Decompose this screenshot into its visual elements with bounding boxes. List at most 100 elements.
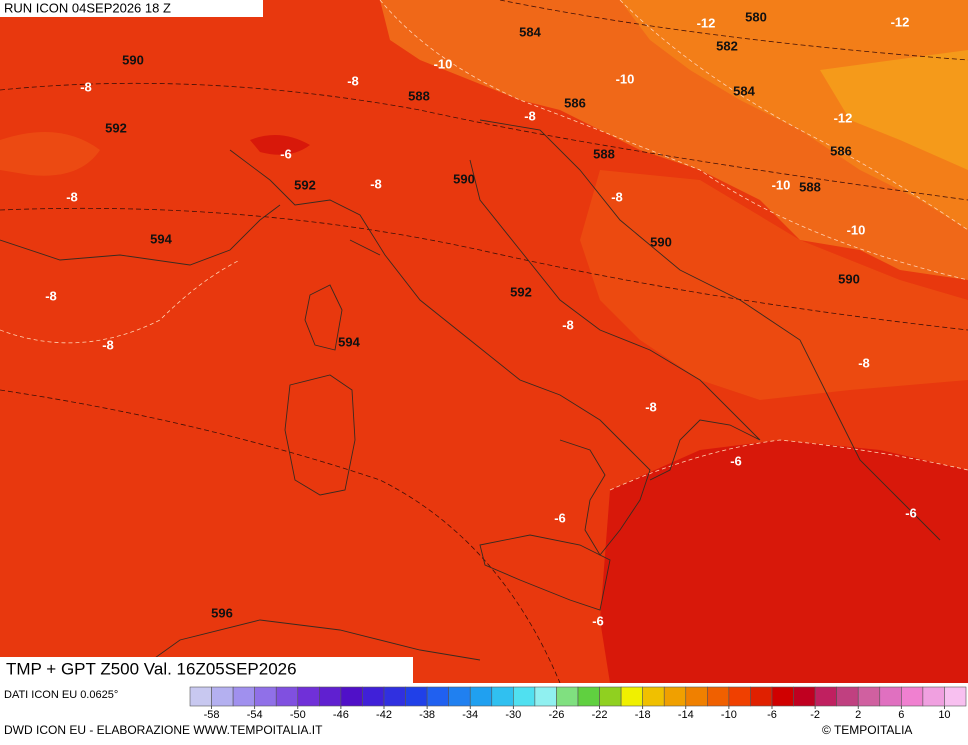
colorbar-swatch: [728, 686, 751, 707]
colorbar-tick-label: -10: [721, 709, 737, 721]
height-label: 586: [830, 143, 852, 158]
colorbar-swatch: [707, 686, 730, 707]
height-label: 592: [105, 120, 127, 135]
colorbar-swatch: [857, 686, 881, 707]
colorbar-swatch: [599, 686, 622, 707]
height-label: 584: [519, 24, 541, 39]
height-label: 592: [510, 284, 532, 299]
colorbar-tick-label: -30: [505, 709, 521, 721]
colorbar-swatch: [254, 686, 277, 707]
colorbar-tick-label: -58: [204, 709, 220, 721]
temperature-label: -6: [905, 505, 917, 520]
colorbar-swatch: [685, 686, 708, 707]
colorbar-swatch: [922, 686, 945, 707]
colorbar-tick-label: 10: [938, 709, 950, 721]
colorbar-swatch: [383, 686, 406, 707]
colorbar-swatch: [362, 686, 385, 707]
height-label: 590: [650, 234, 672, 249]
header-box: [0, 0, 263, 17]
colorbar-swatch: [663, 686, 687, 707]
colorbar-swatch: [944, 686, 967, 707]
temperature-label: -8: [66, 189, 78, 204]
colorbar-swatch: [642, 686, 665, 707]
colorbar-swatch: [556, 686, 579, 707]
colorbar-tick-label: -42: [376, 709, 392, 721]
temperature-label: -6: [280, 146, 292, 161]
colorbar-tick-label: -2: [810, 709, 820, 721]
temperature-label: -12: [834, 110, 853, 125]
colorbar-swatch: [750, 686, 773, 707]
colorbar-swatch: [513, 686, 536, 707]
colorbar-swatch: [189, 686, 212, 707]
height-label: 588: [408, 88, 430, 103]
colorbar-swatch: [620, 686, 643, 707]
height-label: 596: [211, 605, 233, 620]
height-label: 586: [564, 95, 586, 110]
colorbar-tick-label: -22: [592, 709, 608, 721]
map-background: [0, 0, 968, 684]
colorbar-tick-label: -46: [333, 709, 349, 721]
colorbar-swatch: [275, 686, 299, 707]
colorbar-swatch: [405, 686, 428, 707]
height-label: 588: [593, 146, 615, 161]
colorbar-swatch: [340, 686, 363, 707]
temperature-label: -10: [434, 56, 453, 71]
coastlines: [0, 119, 941, 684]
temperature-label: -10: [772, 177, 791, 192]
colorbar-swatch: [793, 686, 816, 707]
colorbar-swatch: [491, 686, 514, 707]
temperature-label: -8: [80, 79, 92, 94]
height-label: 580: [745, 9, 767, 24]
height-label: 592: [294, 177, 316, 192]
temperature-label: -8: [370, 176, 382, 191]
height-label: 590: [453, 171, 475, 186]
colorbar-tick-label: -38: [419, 709, 435, 721]
temperature-label: -8: [645, 399, 657, 414]
temperature-label: -8: [347, 73, 359, 88]
colorbar-swatch: [534, 686, 557, 707]
legend-title: TMP + GPT Z500 Val. 16Z05SEP2026: [6, 659, 297, 678]
colorbar-tick-label: -54: [247, 709, 263, 721]
colorbar-tick-label: -50: [290, 709, 306, 721]
colorbar-swatch: [469, 686, 493, 707]
legend-title-box: [0, 657, 413, 683]
colorbar-tick-label: -14: [678, 709, 694, 721]
temperature-label: -12: [697, 15, 716, 30]
run-title: RUN ICON 04SEP2026 18 Z: [4, 0, 171, 15]
colorbar-swatch: [426, 686, 449, 707]
height-label: 594: [150, 231, 172, 246]
colorbar-tick-label: 2: [855, 709, 861, 721]
temperature-label: -6: [730, 453, 742, 468]
colorbar-tick-label: -34: [462, 709, 478, 721]
colorbar-swatch: [814, 686, 837, 707]
colorbar: -58 -54 -50 -46 -42 -38 -34 -30 -26 -22 -18 -14 -10-…: [189, 686, 967, 721]
height-label: 588: [799, 179, 821, 194]
colorbar-swatch: [297, 686, 320, 707]
colorbar-swatch: [232, 686, 255, 707]
colorbar-swatch: [577, 686, 600, 707]
temperature-label: -12: [891, 14, 910, 29]
height-label: 582: [716, 38, 738, 53]
temperature-label: -10: [616, 71, 635, 86]
temperature-label: -10: [847, 222, 866, 237]
temperature-label: -8: [524, 108, 536, 123]
temperature-label: -6: [554, 510, 566, 525]
colorbar-swatch: [448, 686, 471, 707]
colorbar-swatch: [901, 686, 924, 707]
colorbar-tick-label: 6: [898, 709, 904, 721]
temperature-label: -8: [45, 288, 57, 303]
brand: © TEMPOITALIA: [822, 723, 912, 737]
temperature-label: -8: [562, 317, 574, 332]
colorbar-tick-label: -18: [635, 709, 651, 721]
data-source: DATI ICON EU 0.0625°: [4, 689, 118, 701]
height-label: 594: [338, 334, 360, 349]
temperature-label: -8: [858, 355, 870, 370]
height-label: 590: [838, 271, 860, 286]
credit: DWD ICON EU - ELABORAZIONE WWW.TEMPOITAL…: [4, 723, 323, 737]
temperature-label: -8: [102, 337, 114, 352]
colorbar-tick-label: -26: [548, 709, 564, 721]
temperature-label: -8: [611, 189, 623, 204]
colorbar-swatch: [836, 686, 859, 707]
